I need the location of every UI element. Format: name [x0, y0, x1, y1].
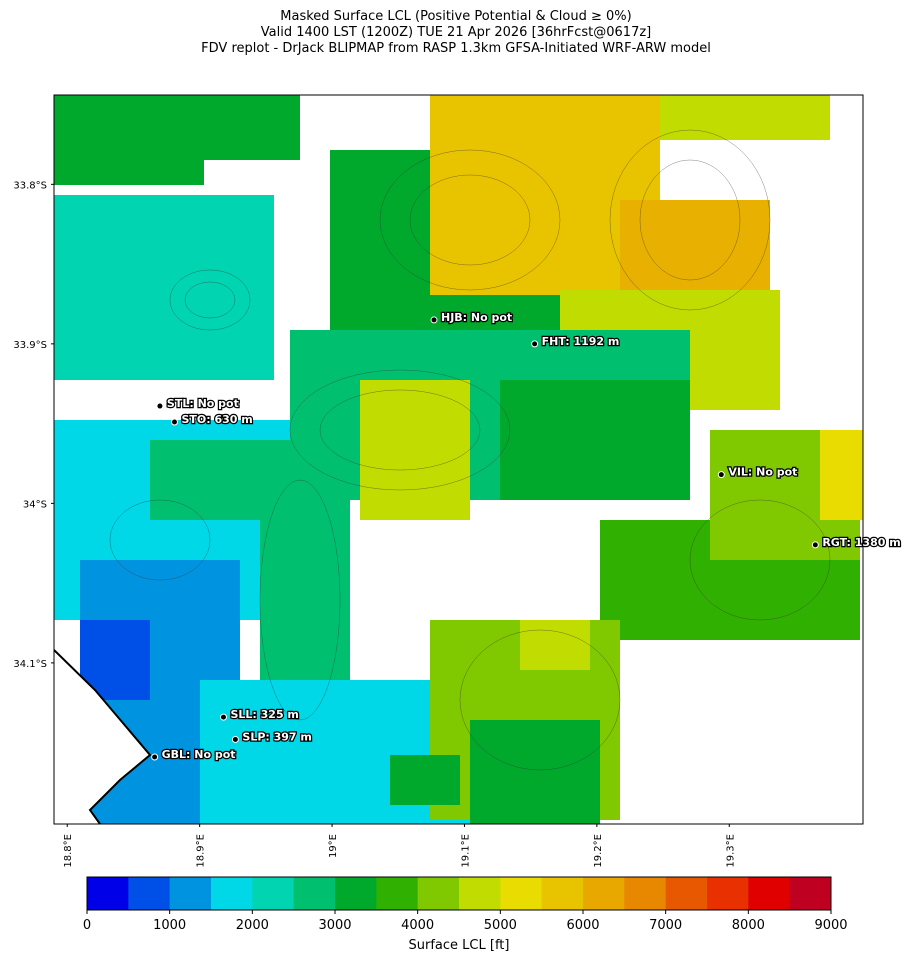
- colorbar-tick-label: 1000: [153, 918, 186, 933]
- y-tick-label: 34°S: [23, 499, 47, 510]
- colorbar-swatch: [293, 877, 336, 910]
- colorbar-swatch: [748, 877, 791, 910]
- colorbar-swatch: [169, 877, 212, 910]
- colorbar-label: Surface LCL [ft]: [409, 938, 510, 953]
- station-label: SLL: 325 m: [230, 708, 298, 721]
- title-line: Valid 1400 LST (1200Z) TUE 21 Apr 2026 […: [261, 25, 652, 40]
- colorbar-tick-label: 0: [83, 918, 91, 933]
- colorbar-swatch: [541, 877, 584, 910]
- x-tick-label: 19.3°E: [725, 834, 736, 868]
- station-marker: [717, 471, 725, 479]
- colorbar-tick-label: 8000: [732, 918, 765, 933]
- x-tick-label: 18.9°E: [196, 834, 207, 868]
- station-label: HJB: No pot: [441, 311, 512, 324]
- colorbar-swatch: [211, 877, 253, 910]
- colorbar-swatch: [500, 877, 543, 910]
- station-label: RGT: 1380 m: [822, 536, 900, 549]
- x-tick-label: 19°E: [328, 834, 339, 858]
- colorbar-swatch: [789, 877, 832, 910]
- station-marker: [531, 340, 539, 348]
- colorbar-swatch: [665, 877, 708, 910]
- station-label: STL: No pot: [167, 397, 239, 410]
- colorbar-tick-label: 7000: [649, 918, 682, 933]
- colorbar-swatch: [376, 877, 419, 910]
- stations: HJB: No pot FHT: 1192 m STL: No pot STO: 63…: [151, 310, 902, 762]
- colorbar: Surface LCL [ft] 0 1000 2000 3000 4000 5000 60…: [83, 876, 848, 953]
- colorbar-swatch: [459, 877, 501, 910]
- colorbar-swatch: [417, 877, 460, 910]
- colorbar-swatch: [624, 877, 667, 910]
- station-marker: [170, 418, 178, 426]
- station-marker: [430, 316, 438, 324]
- colorbar-tick-label: 4000: [401, 918, 434, 933]
- station-label: SLP: 397 m: [242, 730, 311, 743]
- colorbar-tick-label: 2000: [236, 918, 269, 933]
- colorbar-swatch: [583, 877, 625, 910]
- station-label: GBL: No pot: [162, 748, 236, 761]
- station-marker: [156, 402, 164, 410]
- colorbar-tick-label: 5000: [484, 918, 517, 933]
- station-label: STO: 630 m: [181, 413, 252, 426]
- station-label: FHT: 1192 m: [542, 335, 620, 348]
- station-marker: [811, 541, 819, 549]
- colorbar-swatch: [128, 877, 171, 910]
- axes: 18.8°E 18.9°E 19°E 19.1°E 19.2°E 19.3°E 33.8°S…: [13, 180, 736, 867]
- colorbar-tick-label: 3000: [318, 918, 351, 933]
- y-tick-label: 34.1°S: [13, 659, 47, 670]
- colorbar-swatch: [252, 877, 295, 910]
- x-tick-label: 19.2°E: [593, 834, 604, 868]
- colorbar-swatch: [335, 877, 377, 910]
- station-marker: [231, 735, 239, 743]
- y-tick-label: 33.8°S: [13, 180, 47, 191]
- title-line: FDV replot - DrJack BLIPMAP from RASP 1.…: [201, 41, 711, 56]
- colorbar-swatch: [87, 877, 129, 910]
- title-line: Masked Surface LCL (Positive Potential &…: [280, 9, 631, 24]
- colorbar-tick-label: 6000: [566, 918, 599, 933]
- station-marker: [219, 713, 227, 721]
- x-tick-label: 19.1°E: [460, 834, 471, 868]
- map-frame: [53, 94, 864, 825]
- colorbar-tick-label: 9000: [814, 918, 847, 933]
- station-label: VIL: No pot: [728, 466, 797, 479]
- raster: [54, 95, 863, 824]
- station-marker: [151, 753, 159, 761]
- colorbar-frame: [86, 876, 832, 911]
- x-tick-label: 18.8°E: [63, 834, 74, 868]
- colorbar-swatch: [707, 877, 749, 910]
- y-tick-label: 33.9°S: [13, 340, 47, 351]
- title: Masked Surface LCL (Positive Potential &…: [201, 9, 711, 56]
